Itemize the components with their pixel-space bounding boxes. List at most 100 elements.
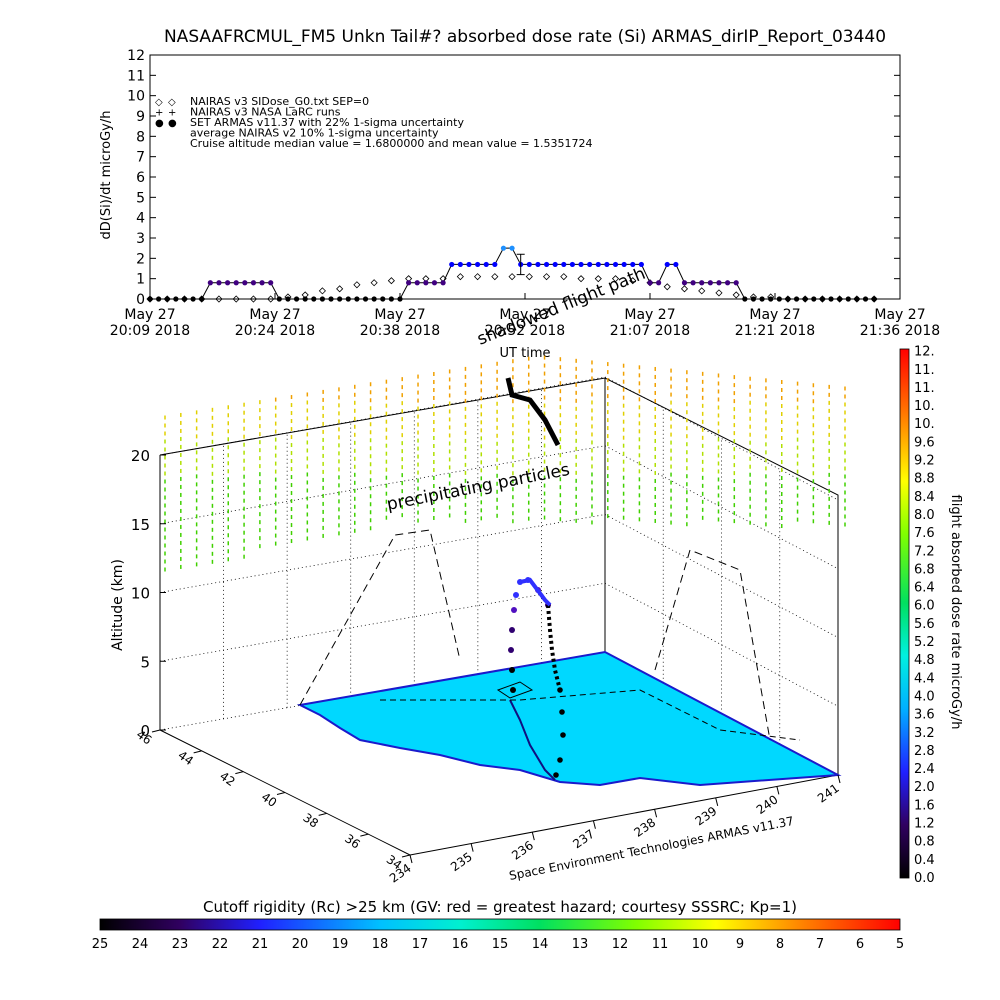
armas-point <box>811 296 817 302</box>
nairas-point <box>663 283 671 291</box>
dose-colorbar-tick-label: 9.6 <box>914 435 935 450</box>
rigidity-colorbar-tick-label: 19 <box>332 937 349 952</box>
armas-point <box>793 296 800 302</box>
armas-point <box>500 245 507 251</box>
armas-point <box>733 280 739 286</box>
rigidity-colorbar-tick-label: 9 <box>736 937 744 952</box>
top-x-tick-time: 20:09 2018 <box>110 323 190 339</box>
top-y-tick-label: 9 <box>136 109 145 125</box>
top-x-tick-time: 20:38 2018 <box>360 323 440 339</box>
nairas-point <box>594 275 602 283</box>
armas-point <box>276 296 282 302</box>
armas-point <box>535 261 541 268</box>
dose-colorbar-tick-label: 10. <box>914 399 935 414</box>
nairas-point <box>456 273 464 281</box>
armas-point <box>526 261 532 268</box>
top-x-tick-time: 21:36 2018 <box>860 323 940 339</box>
rigidity-colorbar-tick-label: 7 <box>816 937 824 952</box>
nairas-point <box>267 295 275 303</box>
armas-point <box>492 261 498 268</box>
armas-point <box>837 296 843 302</box>
latitude-tick <box>193 750 202 754</box>
legend-symbol: ● <box>155 118 164 129</box>
top-legend: ◇ ◇ NAIRAS v3 SIDose_G0.txt SEP=0 + + NAIRAS … <box>155 95 593 150</box>
armas-point <box>250 280 257 286</box>
latitude-tick-label: 36 <box>342 831 363 851</box>
latitude-tick-label: 44 <box>175 748 196 768</box>
legend-entry: SET ARMAS v11.37 with 22% 1-sigma uncert… <box>190 116 464 129</box>
armas-point <box>397 296 403 302</box>
dose-colorbar-tick-label: 3.2 <box>914 726 935 741</box>
altitude-gridline <box>159 514 606 593</box>
armas-point <box>242 280 248 286</box>
armas-point <box>380 296 386 302</box>
armas-point <box>483 261 489 268</box>
longitude-tick <box>531 832 535 841</box>
top-x-tick-date: May 27 <box>499 307 550 323</box>
altitude-gridline <box>159 582 606 662</box>
latitude-tick-label: 42 <box>217 769 238 789</box>
rigidity-colorbar-gradient <box>99 918 901 931</box>
legend-symbol: + <box>155 108 163 119</box>
top-x-tick-date: May 27 <box>374 307 425 323</box>
armas-point <box>819 296 826 302</box>
latitude-tick-label: 40 <box>259 790 280 810</box>
legend-symbol: ◇ <box>168 97 176 108</box>
descent-path <box>546 604 562 691</box>
nairas-point <box>387 277 395 285</box>
precipitating-particles-label: precipitating particles <box>385 460 571 515</box>
top-y-tick-label: 4 <box>136 211 145 227</box>
armas-point <box>871 296 877 302</box>
armas-point <box>690 280 696 286</box>
dose-colorbar-tick-label: 0.4 <box>914 853 935 868</box>
legend-entry: average NAIRAS v2 10% 1-sigma uncertaint… <box>190 127 439 140</box>
longitude-tick <box>654 809 658 818</box>
armas-point <box>724 280 731 286</box>
legend-entry: Cruise altitude median value = 1.6800000… <box>190 137 593 150</box>
longitude-tick <box>837 774 841 784</box>
dose-colorbar-tick-label: 6.8 <box>914 562 935 577</box>
top-x-tick-time: 20:52 2018 <box>485 323 565 339</box>
armas-point <box>224 280 231 286</box>
legend-symbol: ◇ <box>155 97 163 108</box>
rigidity-colorbar-tick-label: 18 <box>372 937 389 952</box>
armas-point <box>561 261 567 268</box>
top-y-tick-label: 12 <box>127 48 145 64</box>
armas-point <box>457 261 463 268</box>
flight-dose-point <box>560 732 566 738</box>
rigidity-colorbar-tick-label: 20 <box>292 937 309 952</box>
armas-point <box>578 261 584 268</box>
armas-point <box>449 261 455 268</box>
armas-point <box>656 280 662 286</box>
top-y-tick-label: 0 <box>136 292 145 308</box>
rigidity-colorbar: Cutoff rigidity (Rc) >25 km (GV: red = g… <box>92 898 904 952</box>
rigidity-colorbar-tick-label: 21 <box>252 937 269 952</box>
dose-colorbar-tick-label: 4.0 <box>914 689 935 704</box>
armas-point <box>328 296 334 302</box>
rigidity-colorbar-tick-label: 17 <box>412 937 429 952</box>
dose-colorbar: 0.0 0.4 0.8 1.2 1.6 2.0 2.4 2.8 3.2 3.6 4.0 4.4 4.8 5… <box>899 345 963 886</box>
longitude-tick <box>715 797 719 806</box>
dose-colorbar-gradient <box>899 348 910 879</box>
rigidity-colorbar-tick-label: 11 <box>652 937 669 952</box>
nairas-point <box>232 295 240 303</box>
nairas-point <box>680 285 689 293</box>
altitude-tick-label: 20 <box>131 447 150 465</box>
dose-colorbar-tick-label: 4.4 <box>914 671 935 686</box>
longitude-tick-label: 235 <box>448 850 475 875</box>
top-x-tick-date: May 27 <box>624 307 675 323</box>
3d-altitude-grid <box>159 376 839 745</box>
dose-colorbar-tick-label: 2.8 <box>914 744 935 759</box>
legend-entry: NAIRAS v3 SIDose_G0.txt SEP=0 <box>190 95 369 108</box>
river-line <box>509 699 556 781</box>
armas-point <box>311 296 317 302</box>
rigidity-colorbar-tick-label: 10 <box>692 937 709 952</box>
longitude-tick-label: 238 <box>631 815 658 840</box>
dose-colorbar-tick-label: 11. <box>914 381 935 396</box>
nairas-point <box>560 273 568 281</box>
armas-point <box>362 296 369 302</box>
rigidity-colorbar-tick-label: 12 <box>612 937 629 952</box>
altitude-tick-label: 5 <box>140 653 150 671</box>
dose-colorbar-tick-label: 1.2 <box>914 817 935 832</box>
armas-point <box>406 280 412 286</box>
